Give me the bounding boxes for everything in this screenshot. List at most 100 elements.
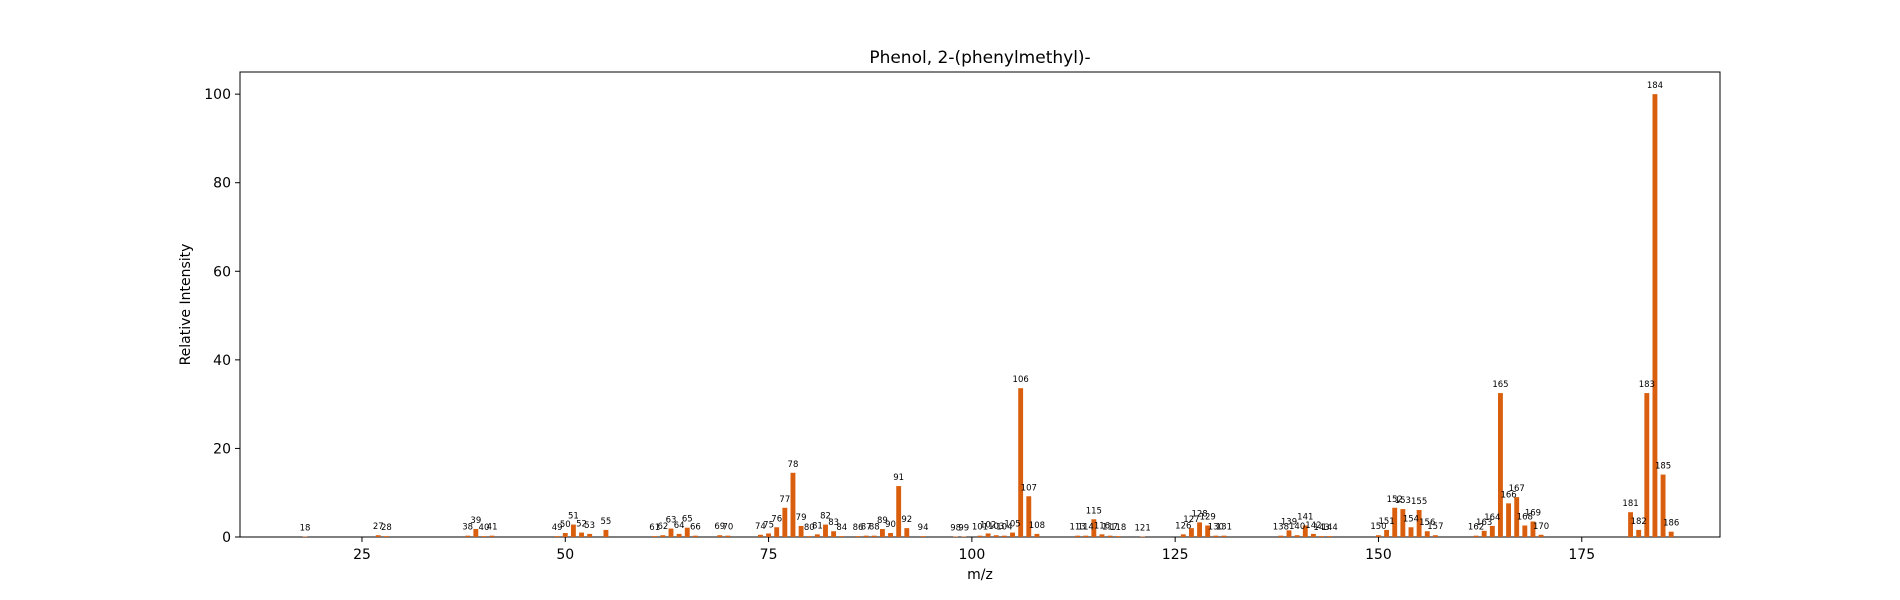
peak-label-130: 130 [1208, 523, 1224, 533]
peak-bar-81 [814, 534, 820, 537]
peak-bar-164 [1489, 525, 1495, 537]
peak-label-101: 101 [972, 523, 988, 533]
peak-bar-165 [1498, 393, 1503, 537]
peak-bar-118 [1115, 536, 1121, 537]
peak-bar-76 [774, 527, 780, 537]
peak-label-106: 106 [1013, 375, 1029, 385]
peak-bar-131 [1221, 535, 1227, 537]
peak-label-116: 116 [1094, 521, 1110, 531]
peak-bar-163 [1481, 530, 1487, 537]
peak-label-52: 52 [576, 520, 587, 530]
y-axis-title: Relative Intensity [178, 244, 194, 366]
peak-label-81: 81 [812, 521, 823, 531]
peak-bar-64 [676, 533, 682, 537]
peak-label-82: 82 [820, 512, 831, 522]
peak-bar-78 [790, 472, 796, 537]
peak-label-167: 167 [1509, 484, 1525, 494]
peak-bar-90 [888, 533, 893, 537]
peak-label-126: 126 [1175, 521, 1191, 531]
peak-bar-107 [1026, 496, 1032, 537]
peak-bar-152 [1392, 507, 1398, 537]
peak-label-89: 89 [877, 516, 888, 526]
peak-bar-183 [1644, 393, 1650, 537]
peak-bar-115 [1091, 519, 1097, 537]
peak-bar-84 [839, 536, 845, 537]
peak-label-131: 131 [1216, 523, 1232, 533]
peak-label-185: 185 [1655, 462, 1671, 472]
peak-bar-27 [375, 535, 381, 537]
peak-label-166: 166 [1500, 490, 1516, 500]
y-tick-label: 0 [222, 530, 231, 546]
peak-label-105: 105 [1004, 520, 1020, 530]
peak-label-74: 74 [755, 522, 766, 532]
peak-label-94: 94 [918, 523, 929, 533]
peak-bar-82 [823, 524, 828, 537]
x-tick-label: 125 [1162, 547, 1189, 563]
peak-bar-92 [904, 528, 910, 537]
peak-bar-28 [383, 536, 389, 537]
peak-bar-87 [863, 535, 869, 537]
peak-label-77: 77 [779, 495, 790, 505]
peak-label-127: 127 [1183, 515, 1199, 525]
peak-bar-144 [1327, 536, 1333, 537]
peak-bar-94 [920, 536, 926, 537]
peak-label-121: 121 [1135, 524, 1151, 534]
peak-bar-141 [1302, 525, 1308, 537]
peak-label-51: 51 [568, 512, 579, 522]
peak-label-143: 143 [1313, 523, 1329, 533]
peak-label-86: 86 [853, 523, 864, 533]
peak-label-118: 118 [1110, 523, 1126, 533]
peak-label-49: 49 [552, 523, 563, 533]
peak-label-163: 163 [1476, 518, 1492, 528]
x-tick-label: 50 [556, 547, 574, 563]
peak-bar-49 [554, 536, 560, 537]
peak-bar-66 [692, 535, 698, 537]
peak-label-150: 150 [1370, 522, 1386, 532]
peak-label-84: 84 [836, 523, 847, 533]
peak-label-103: 103 [988, 522, 1004, 532]
peak-bar-86 [855, 536, 861, 537]
peak-label-18: 18 [300, 524, 311, 534]
peak-bar-39 [473, 529, 479, 537]
peak-bar-166 [1506, 503, 1512, 537]
peak-bar-50 [562, 533, 568, 537]
peak-bar-168 [1522, 525, 1528, 537]
peak-label-182: 182 [1631, 517, 1647, 527]
peak-label-107: 107 [1021, 483, 1037, 493]
peak-label-140: 140 [1289, 522, 1305, 532]
peak-bar-61 [652, 536, 658, 537]
peak-label-27: 27 [373, 522, 384, 532]
peak-bar-156 [1424, 531, 1430, 537]
bars-group [302, 94, 1674, 538]
peak-label-65: 65 [682, 515, 693, 525]
peak-label-78: 78 [788, 460, 799, 470]
peak-bar-126 [1180, 534, 1186, 537]
peak-label-98: 98 [950, 524, 961, 534]
peak-label-99: 99 [958, 524, 969, 534]
peak-bar-167 [1514, 497, 1520, 537]
peak-label-79: 79 [796, 513, 807, 523]
x-tick-label: 175 [1568, 547, 1595, 563]
x-axis-title: m/z [967, 567, 993, 583]
peak-label-142: 142 [1305, 521, 1321, 531]
peak-label-115: 115 [1086, 506, 1102, 516]
peak-bar-113 [1075, 535, 1081, 537]
peak-label-184: 184 [1647, 81, 1663, 91]
peak-label-170: 170 [1533, 522, 1549, 532]
peak-label-104: 104 [996, 523, 1012, 533]
x-tick-label: 150 [1365, 547, 1392, 563]
peak-label-62: 62 [657, 522, 668, 532]
peak-bar-106 [1018, 388, 1024, 537]
peak-bar-108 [1034, 533, 1040, 537]
peak-label-28: 28 [381, 523, 392, 533]
peak-label-181: 181 [1622, 499, 1638, 509]
peak-bar-69 [717, 535, 723, 537]
peak-bar-130 [1213, 535, 1219, 537]
x-tick-label: 100 [959, 547, 986, 563]
peak-label-164: 164 [1484, 513, 1500, 523]
peak-bar-182 [1636, 529, 1642, 537]
peak-bar-153 [1400, 509, 1406, 537]
peak-label-157: 157 [1427, 522, 1443, 532]
